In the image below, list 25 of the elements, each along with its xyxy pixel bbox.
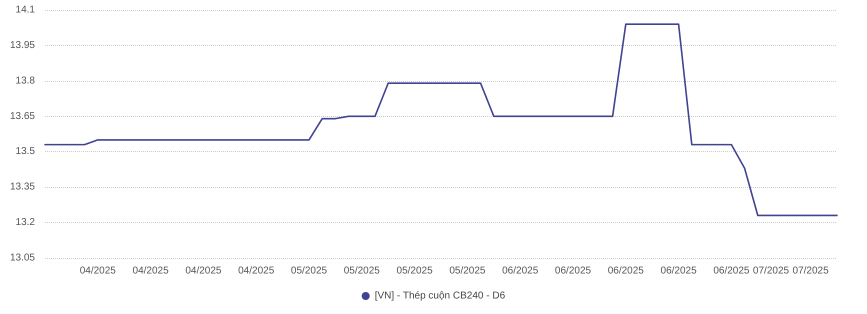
- y-tick-label: 14.1: [16, 4, 36, 16]
- x-tick-label: 06/2025: [608, 266, 644, 276]
- y-tick-label: 13.5: [16, 146, 36, 158]
- x-tick-label: 06/2025: [502, 266, 539, 276]
- y-tick-label: 13.8: [16, 75, 36, 86]
- line-series: [44, 23, 838, 216]
- x-tick-label: 05/2025: [396, 266, 434, 276]
- legend-label: [VN] - Thép cuộn CB240 - D6: [374, 290, 506, 302]
- y-tick-label: 13.2: [16, 217, 36, 228]
- x-tick-label: 04/2025: [80, 266, 116, 276]
- x-tick-label: 04/2025: [185, 266, 222, 276]
- y-tick-label: 13.95: [10, 40, 36, 51]
- x-tick-label: 06/2025: [554, 266, 592, 276]
- y-tick-label: 13.05: [10, 252, 36, 264]
- x-tick-label: 06/2025: [660, 266, 698, 276]
- y-tick-label: 13.35: [10, 182, 36, 193]
- x-tick-label: 05/2025: [344, 266, 380, 276]
- x-tick-label: 07/2025: [792, 266, 830, 276]
- x-tick-label: 04/2025: [238, 266, 275, 276]
- x-tick-label: 06/2025: [713, 266, 750, 276]
- x-tick-label: 05/2025: [290, 266, 328, 276]
- x-tick-label: 05/2025: [449, 266, 486, 276]
- x-tick-label: 04/2025: [132, 266, 170, 276]
- y-tick-label: 13.65: [10, 110, 36, 122]
- x-tick-label: 07/2025: [752, 266, 790, 276]
